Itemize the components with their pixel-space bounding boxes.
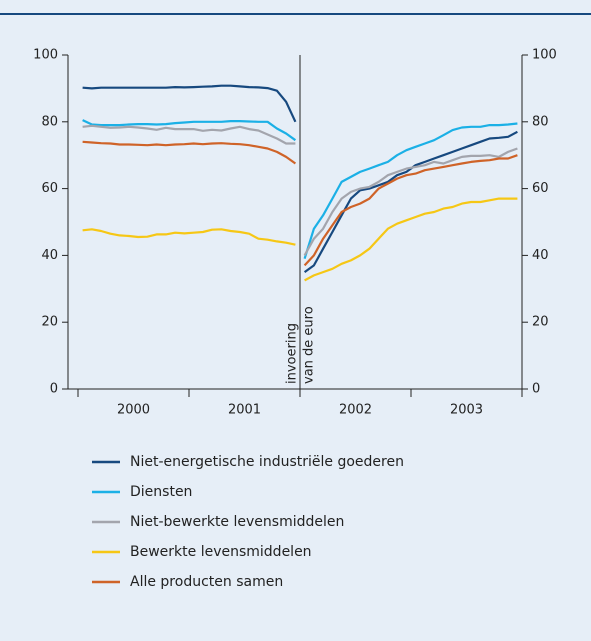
series-line xyxy=(82,119,297,142)
legend-label: Bewerkte levensmiddelen xyxy=(130,544,312,560)
legend-label: Diensten xyxy=(130,484,192,500)
y2-tick-label: 80 xyxy=(532,114,549,129)
y-tick-label: 0 xyxy=(50,382,58,397)
y-tick-label: 20 xyxy=(41,315,58,330)
series-line xyxy=(82,140,297,165)
series-line xyxy=(82,228,296,246)
x-tick-label: 2001 xyxy=(228,403,261,418)
x-tick-label: 2003 xyxy=(450,403,483,418)
y2-tick-label: 0 xyxy=(532,382,540,397)
legend-label: Niet-bewerkte levensmiddelen xyxy=(130,514,344,530)
x-tick-label: 2000 xyxy=(117,403,150,418)
series-line xyxy=(303,154,518,267)
series-line xyxy=(303,147,518,256)
annotation: van de euro xyxy=(302,306,317,384)
y2-tick-label: 100 xyxy=(532,48,557,63)
series-line xyxy=(82,124,296,145)
y-tick-label: 80 xyxy=(41,114,58,129)
series-line xyxy=(304,197,518,282)
x-tick-label: 2002 xyxy=(339,403,372,418)
legend-label: Niet-energetische industriële goederen xyxy=(130,454,404,470)
series-line xyxy=(82,84,297,123)
y2-tick-label: 60 xyxy=(532,181,549,196)
y2-tick-label: 40 xyxy=(532,248,549,263)
legend-label: Alle producten samen xyxy=(130,574,283,590)
y2-tick-label: 20 xyxy=(532,315,549,330)
y-tick-label: 100 xyxy=(33,48,58,63)
annotation: invoering xyxy=(285,323,300,384)
y-tick-label: 60 xyxy=(41,181,58,196)
series-line xyxy=(303,122,518,260)
y-tick-label: 40 xyxy=(41,248,58,263)
legend: Niet-energetische industriële goederen Di… xyxy=(92,454,404,590)
